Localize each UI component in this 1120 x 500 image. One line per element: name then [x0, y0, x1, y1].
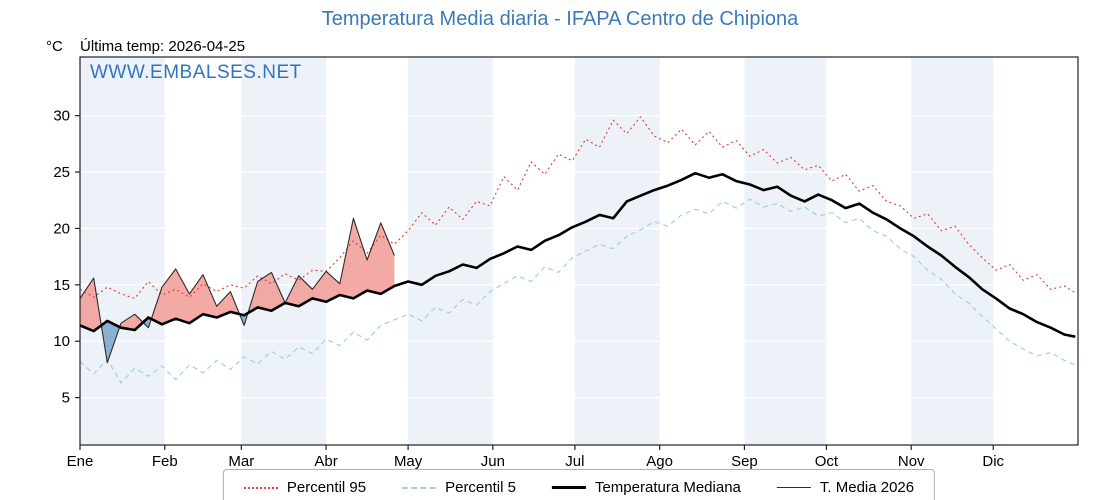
- y-axis-unit-label: °C: [46, 38, 63, 55]
- legend-dashed-blue-line-icon: [402, 486, 437, 489]
- svg-text:Jun: Jun: [481, 453, 505, 470]
- legend-item-mediana: Temperatura Mediana: [551, 479, 741, 496]
- svg-text:May: May: [394, 453, 423, 470]
- legend-label-t-media-2026: T. Media 2026: [819, 479, 915, 496]
- legend-thick-black-line-icon: [551, 486, 586, 489]
- legend-item-t-media-2026: T. Media 2026: [776, 479, 915, 496]
- svg-text:Nov: Nov: [898, 453, 925, 470]
- svg-text:Oct: Oct: [815, 453, 839, 470]
- legend-item-percentil-95: Percentil 95: [243, 479, 367, 496]
- svg-text:Dic: Dic: [982, 453, 1004, 470]
- svg-text:Sep: Sep: [731, 453, 758, 470]
- svg-text:5: 5: [62, 390, 70, 407]
- svg-text:20: 20: [53, 220, 70, 237]
- watermark-embalses: WWW.EMBALSES.NET: [90, 62, 302, 83]
- svg-text:Ago: Ago: [646, 453, 673, 470]
- svg-text:30: 30: [53, 108, 70, 125]
- svg-text:Abr: Abr: [314, 453, 337, 470]
- legend-label-percentil-95: Percentil 95: [286, 479, 367, 496]
- svg-text:10: 10: [53, 333, 70, 350]
- last-temp-label: Última temp: 2026-04-25: [80, 38, 246, 55]
- legend-label-mediana: Temperatura Mediana: [594, 479, 741, 496]
- svg-text:Ene: Ene: [67, 453, 94, 470]
- chart-title: Temperatura Media diaria - IFAPA Centro …: [321, 8, 799, 30]
- legend-label-percentil-5: Percentil 5: [445, 479, 516, 496]
- legend-thin-black-line-icon: [776, 487, 811, 488]
- svg-text:25: 25: [53, 164, 70, 181]
- svg-text:Jul: Jul: [565, 453, 584, 470]
- svg-text:Mar: Mar: [228, 453, 254, 470]
- svg-text:Feb: Feb: [152, 453, 178, 470]
- svg-text:15: 15: [53, 277, 70, 294]
- legend-item-percentil-5: Percentil 5: [402, 479, 516, 496]
- chart-legend: Percentil 95 Percentil 5 Temperatura Med…: [222, 469, 936, 500]
- legend-dotted-red-line-icon: [243, 486, 278, 489]
